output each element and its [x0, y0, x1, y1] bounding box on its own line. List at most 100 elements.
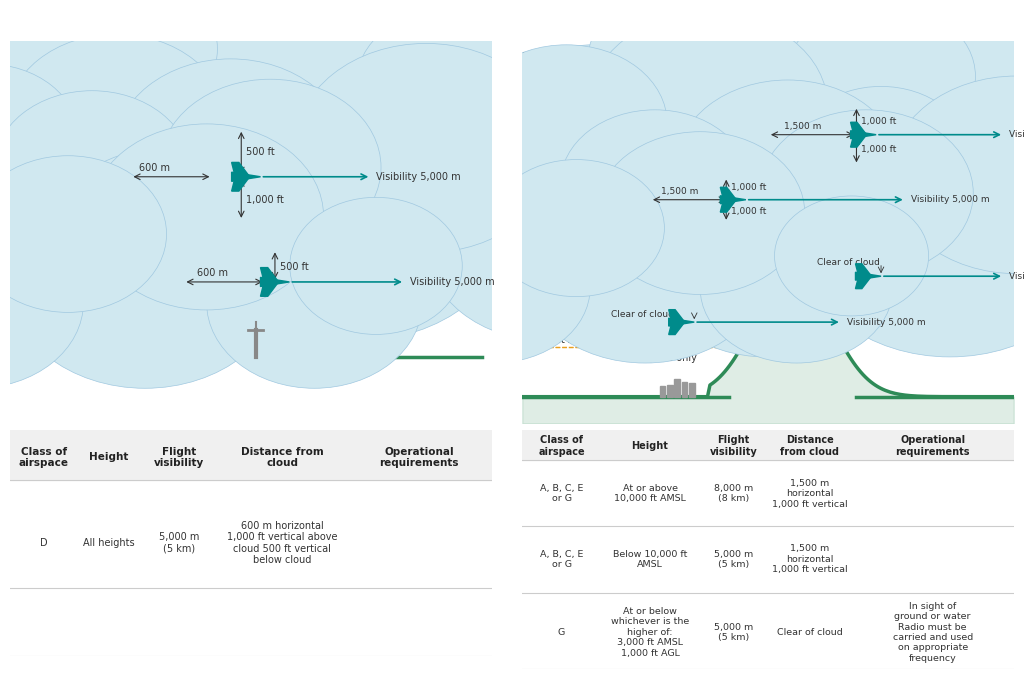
Text: 5,000 m
(5 km): 5,000 m (5 km) — [714, 623, 754, 642]
Text: 1,500 m: 1,500 m — [783, 122, 821, 131]
Text: 1,000 ft: 1,000 ft — [731, 183, 767, 192]
Circle shape — [638, 37, 830, 187]
Circle shape — [628, 0, 928, 227]
Circle shape — [356, 8, 550, 162]
Circle shape — [718, 0, 972, 143]
Bar — [689, 383, 694, 397]
Circle shape — [890, 76, 1024, 274]
Text: Visibility 5,000 m: Visibility 5,000 m — [410, 277, 495, 287]
Circle shape — [0, 64, 79, 211]
Polygon shape — [855, 273, 881, 280]
Text: Visibility 8 km: Visibility 8 km — [1009, 130, 1024, 139]
Text: 1,500 m: 1,500 m — [660, 186, 698, 195]
Circle shape — [131, 0, 394, 134]
Text: Visibility 5,000 m: Visibility 5,000 m — [376, 171, 461, 182]
Circle shape — [729, 0, 905, 121]
Circle shape — [800, 123, 1024, 357]
Circle shape — [195, 103, 355, 232]
Text: Clear of cloud: Clear of cloud — [817, 258, 880, 267]
Text: Distance
from cloud: Distance from cloud — [780, 435, 840, 457]
Circle shape — [708, 106, 928, 277]
Circle shape — [313, 133, 486, 269]
Circle shape — [902, 0, 1024, 148]
Circle shape — [935, 24, 1024, 169]
Bar — [150, 335, 155, 357]
Polygon shape — [851, 122, 866, 135]
Text: Figure:: Figure: — [522, 53, 564, 62]
Circle shape — [290, 197, 462, 335]
Polygon shape — [720, 199, 736, 212]
Circle shape — [596, 132, 805, 294]
Bar — [667, 385, 673, 397]
Bar — [142, 343, 148, 357]
Polygon shape — [669, 322, 685, 335]
Circle shape — [31, 103, 307, 323]
Circle shape — [700, 213, 893, 363]
Text: Figure:: Figure: — [19, 53, 61, 62]
Text: At or below
whichever is the
higher of:
3,000 ft AMSL
1,000 ft AGL: At or below whichever is the higher of: … — [611, 607, 689, 658]
Bar — [178, 342, 183, 357]
Circle shape — [45, 148, 288, 341]
Polygon shape — [260, 268, 279, 282]
Text: Visibility 5,000 m: Visibility 5,000 m — [847, 318, 926, 326]
Circle shape — [504, 57, 786, 277]
Circle shape — [6, 34, 226, 208]
Circle shape — [0, 75, 188, 282]
Circle shape — [676, 80, 900, 254]
Polygon shape — [231, 163, 250, 177]
Circle shape — [362, 106, 583, 277]
Circle shape — [230, 152, 446, 323]
Circle shape — [426, 148, 669, 341]
Polygon shape — [851, 135, 866, 147]
Circle shape — [1017, 175, 1024, 357]
Text: 1,000 ft: 1,000 ft — [861, 145, 897, 154]
Text: Clear of cloud: Clear of cloud — [610, 310, 674, 319]
Text: 10,000 ft AMSL: 10,000 ft AMSL — [527, 190, 601, 199]
Circle shape — [114, 59, 348, 245]
Circle shape — [397, 213, 590, 363]
Circle shape — [519, 126, 714, 280]
Text: Flight
visibility: Flight visibility — [710, 435, 758, 457]
Text: Visibility 5,000 m: Visibility 5,000 m — [1009, 272, 1024, 281]
Polygon shape — [720, 187, 736, 199]
Text: 5,000 m
(5 km): 5,000 m (5 km) — [714, 550, 754, 569]
Circle shape — [793, 87, 969, 223]
Circle shape — [0, 217, 83, 388]
Circle shape — [837, 0, 1024, 119]
Text: G: G — [558, 628, 565, 637]
Circle shape — [160, 79, 381, 255]
Circle shape — [0, 29, 124, 222]
Circle shape — [867, 149, 1024, 277]
Circle shape — [588, 0, 801, 146]
Polygon shape — [855, 264, 871, 276]
Circle shape — [649, 175, 883, 357]
Text: 500 ft: 500 ft — [246, 147, 274, 157]
Polygon shape — [669, 318, 694, 326]
Text: Below 10,000 ft
AMSL: Below 10,000 ft AMSL — [612, 550, 687, 569]
Text: 500 ft: 500 ft — [280, 262, 308, 272]
Circle shape — [0, 0, 217, 137]
Circle shape — [0, 156, 167, 312]
Text: G airspace only: G airspace only — [621, 352, 696, 363]
Circle shape — [941, 37, 1024, 187]
Polygon shape — [851, 130, 877, 139]
Polygon shape — [231, 177, 250, 191]
Circle shape — [0, 152, 108, 323]
Circle shape — [787, 167, 994, 328]
Circle shape — [1016, 20, 1024, 140]
Polygon shape — [260, 277, 290, 287]
Text: 1,500 m
horizontal
1,000 ft vertical: 1,500 m horizontal 1,000 ft vertical — [772, 479, 848, 509]
Circle shape — [560, 110, 750, 257]
Text: VMC criteria all aircraft Class A, C, E and G: VMC criteria all aircraft Class A, C, E … — [559, 53, 785, 62]
Bar — [522, 430, 1014, 460]
Circle shape — [589, 13, 827, 199]
Bar — [682, 382, 687, 397]
Text: Class of
airspace: Class of airspace — [539, 435, 585, 457]
Circle shape — [466, 45, 668, 201]
Circle shape — [689, 60, 896, 221]
Circle shape — [760, 110, 973, 277]
Text: 1,000 ft: 1,000 ft — [861, 117, 897, 126]
Text: 1,500 m
horizontal
1,000 ft vertical: 1,500 m horizontal 1,000 ft vertical — [772, 544, 848, 574]
Polygon shape — [260, 282, 279, 296]
Text: 1,000 ft AGL: 1,000 ft AGL — [527, 335, 588, 345]
